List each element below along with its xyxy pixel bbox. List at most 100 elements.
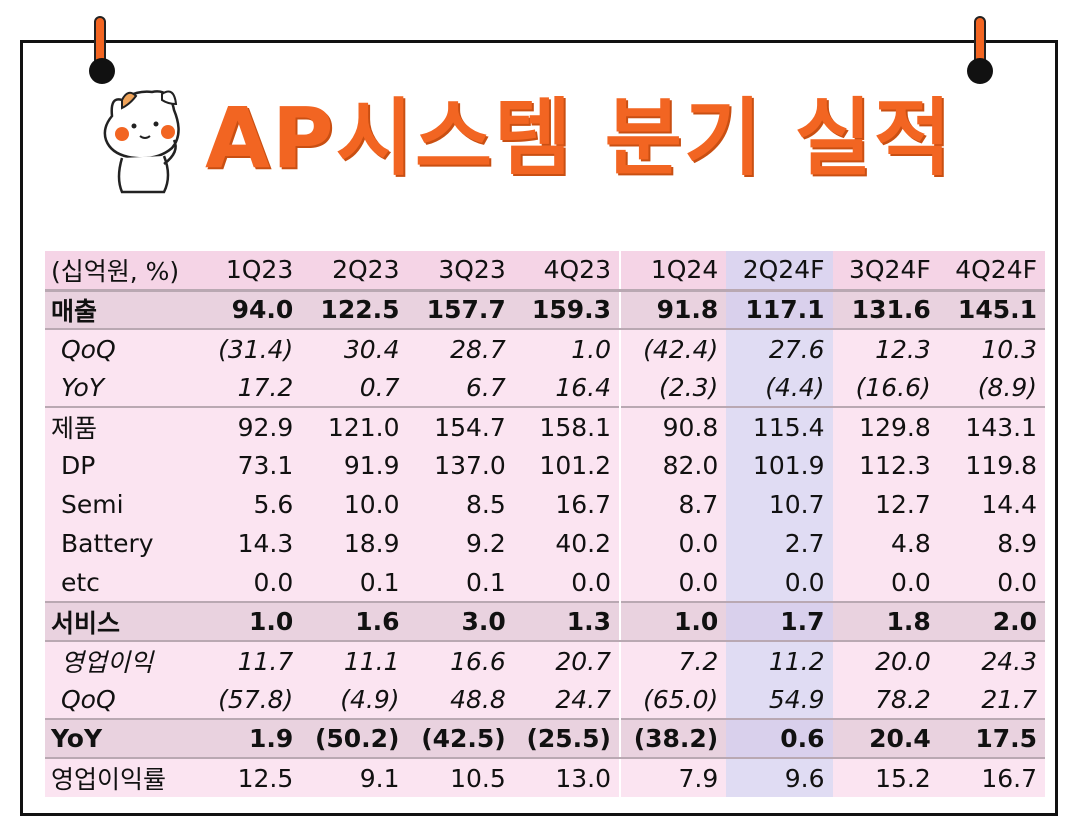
table-cell: 78.2 [875,684,931,714]
table-cell: 1Q24 [618,251,727,292]
table-cell: 0.0 [571,567,611,597]
table-cell: (57.8) [218,684,294,714]
table-cell: 10.3 [981,334,1037,364]
row-label: 영업이익 [61,648,154,677]
row-label: DP [61,451,96,480]
table-cell: 24.7 [555,684,611,714]
table-cell: 18.9 [343,529,400,558]
row-label: YoY [61,372,105,402]
table-row: DP 73.1 91.9 137.0 101.2 82.0 101.9 112.3 119.8 [45,446,1045,485]
table-cell: (31.4) [218,334,294,364]
row-label: QoQ [61,334,116,364]
table-cell: (2.3) [618,368,727,407]
table-cell: 7.2 [618,641,727,680]
table-cell: 91.9 [343,451,400,480]
table-cell: 1.8 [832,601,939,642]
table-cell: 48.8 [450,684,506,714]
table-cell: 154.7 [407,406,514,446]
table-cell: 82.0 [618,446,727,485]
table-cell: 0.1 [465,567,506,597]
table-cell: 0.1 [359,567,400,597]
table-row: QoQ (31.4) 30.4 28.7 1.0 (42.4) 27.6 12.3 10.3 [45,329,1045,368]
table-cell: 112.3 [859,451,931,480]
table-cell: 143.1 [938,406,1045,446]
table-cell: 1.7 [726,601,833,642]
table-cell: 0.0 [997,567,1037,597]
table-cell: 101.2 [539,451,611,480]
table-cell: 8.5 [465,490,506,519]
table-row: 영업이익률 12.5 9.1 10.5 13.0 7.9 9.6 15.2 16.7 [45,758,1045,797]
table-cell: 11.1 [343,646,400,676]
table-cell: 6.7 [465,372,506,402]
table-cell: 115.4 [726,406,833,446]
table-cell: (4.9) [340,684,400,714]
table-cell: 54.9 [726,680,833,719]
table-cell: 15.2 [875,763,931,793]
row-label: 제품 [45,406,195,446]
table-cell: 9.2 [465,529,506,558]
table-cell: 94.0 [195,290,302,330]
table-cell: 158.1 [513,406,620,446]
table-cell: 0.0 [726,563,833,602]
row-label: 영업이익률 [51,765,167,794]
table-cell: 121.0 [301,406,408,446]
table-cell: 13.0 [555,763,611,793]
table-cell: 30.4 [343,334,400,364]
table-cell: 10.0 [343,490,400,519]
table-cell: 12.7 [875,490,931,519]
table-cell: 0.0 [618,563,727,602]
table-cell: 1.3 [513,601,620,642]
table-row: Semi 5.6 10.0 8.5 16.7 8.7 10.7 12.7 14.4 [45,485,1045,524]
table-cell: 21.7 [981,684,1037,714]
table-cell: 16.7 [555,490,611,519]
table-cell: 11.7 [237,646,294,676]
table-cell: 117.1 [726,290,833,330]
table-cell: 40.2 [555,529,611,558]
table-cell: 119.8 [965,451,1037,480]
table-cell: 90.8 [618,406,727,446]
table-cell: 9.1 [359,763,400,793]
table-cell: 14.4 [981,490,1037,519]
table-cell: 129.8 [832,406,939,446]
table-cell: 16.6 [450,646,506,676]
cat-mascot-icon [103,90,180,194]
table-cell: 2Q23 [301,251,408,292]
table-cell: 3.0 [407,601,514,642]
table-row: etc 0.0 0.1 0.1 0.0 0.0 0.0 0.0 0.0 [45,563,1045,602]
row-label: Semi [61,490,124,519]
table-cell: 20.4 [832,718,939,759]
table-cell: 101.9 [726,446,833,485]
row-label: Battery [61,529,154,558]
table-cell: 0.0 [253,567,294,597]
row-label: QoQ [61,684,116,714]
table-cell: 16.4 [555,372,611,402]
table-cell: 11.2 [726,641,833,680]
table-row: 서비스 1.0 1.6 3.0 1.3 1.0 1.7 1.8 2.0 [45,601,1045,642]
table-cell: 92.9 [195,406,302,446]
table-row: YoY 1.9 (50.2) (42.5) (25.5) (38.2) 0.6 20.4 17.… [45,718,1045,759]
table-cell: 12.3 [875,334,931,364]
table-cell: (50.2) [301,718,408,759]
table-row: QoQ (57.8) (4.9) 48.8 24.7 (65.0) 54.9 78.2 21.7 [45,680,1045,719]
row-label: 매출 [45,290,195,330]
table-cell: 9.6 [726,758,833,797]
table-row: 영업이익 11.7 11.1 16.6 20.7 7.2 11.2 20.0 24.3 [45,641,1045,680]
table-cell: (42.5) [407,718,514,759]
table-cell: 137.0 [434,451,506,480]
table-cell: 20.0 [875,646,931,676]
table-cell: 4Q23 [513,251,620,292]
table-cell: 20.7 [555,646,611,676]
table-cell: 0.6 [726,718,833,759]
row-label: etc [61,567,100,597]
table-cell: 1.6 [301,601,408,642]
table-cell: 2.0 [938,601,1045,642]
table-cell: 157.7 [407,290,514,330]
page-title: AP시스템 분기 실적 [205,89,954,187]
table-row: Battery 14.3 18.9 9.2 40.2 0.0 2.7 4.8 8.9 [45,524,1045,563]
table-cell: 0.7 [359,372,400,402]
table-cell: 1Q23 [195,251,302,292]
table-cell: 1.0 [195,601,302,642]
table-cell: 0.0 [890,567,931,597]
table-cell: 122.5 [301,290,408,330]
table-cell: 17.5 [938,718,1045,759]
